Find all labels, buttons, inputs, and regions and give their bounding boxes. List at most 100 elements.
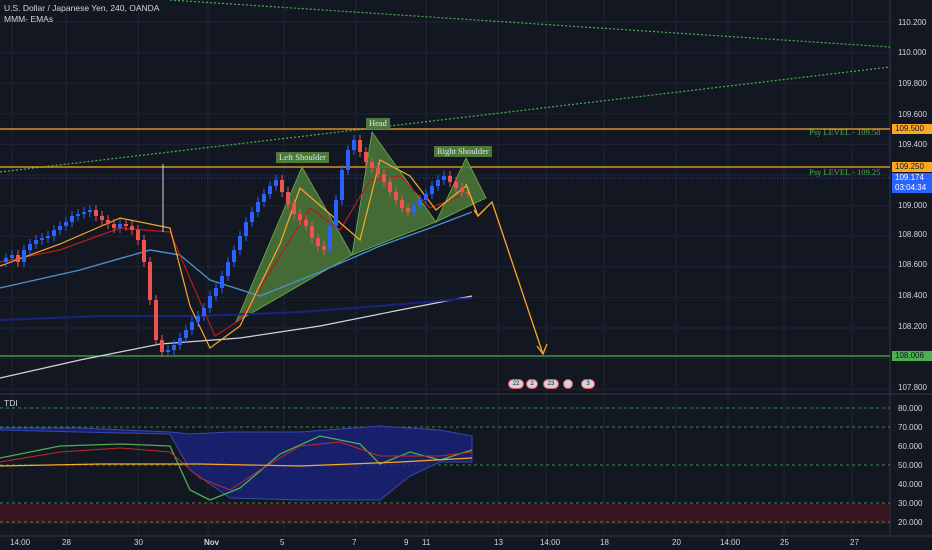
candle-body <box>100 216 104 220</box>
projection-path <box>465 183 544 355</box>
ema-long <box>0 297 473 321</box>
candle-body <box>4 258 8 262</box>
candle-body <box>406 208 410 212</box>
symbol-title: U.S. Dollar / Japanese Yen, 240, OANDA <box>4 3 160 13</box>
time-axis-label: 18 <box>600 538 609 547</box>
candle-body <box>448 176 452 182</box>
candle-body <box>226 262 230 276</box>
candle-body <box>232 250 236 262</box>
time-axis-label: 14:00 <box>540 538 561 547</box>
price-tag-109250: 109.250 <box>892 162 932 172</box>
time-axis-label: 25 <box>780 538 789 547</box>
time-axis-label: 11 <box>422 538 431 547</box>
projection-arrowhead <box>473 209 485 218</box>
candle-body <box>340 170 344 200</box>
price-axis-label: 108.200 <box>898 322 927 331</box>
current-price-tag: 109.174 <box>892 173 932 183</box>
event-badge[interactable]: 23 <box>543 379 559 389</box>
ema-slow <box>0 295 473 379</box>
candle-body <box>316 238 320 246</box>
ema-mid <box>0 211 473 297</box>
trade-signal-line <box>0 441 473 491</box>
candle-body <box>220 276 224 288</box>
projection-arrowhead <box>536 343 548 356</box>
candle-body <box>358 140 362 152</box>
candle-body <box>142 240 146 262</box>
osc-axis-label: 70.000 <box>898 423 923 432</box>
left-shoulder-label: Left Shoulder <box>276 152 329 163</box>
tdi-indicator-title[interactable]: TDI <box>4 398 18 408</box>
candle-body <box>124 224 128 226</box>
candle-body <box>184 330 188 338</box>
time-axis-label: 14:00 <box>10 538 31 547</box>
candle-body <box>28 244 32 250</box>
candle-body <box>286 192 290 204</box>
psy-level-upper-label: Psy LEVEL - 109.50 <box>809 127 881 137</box>
candle-body <box>202 308 206 316</box>
candle-body <box>262 194 266 202</box>
indicator-label[interactable]: MMM- EMAs <box>4 14 54 24</box>
event-flag-icon[interactable] <box>563 379 573 389</box>
candle-body <box>376 168 380 174</box>
price-axis-label: 109.800 <box>898 79 927 88</box>
osc-axis-label: 80.000 <box>898 404 923 413</box>
candle-body <box>430 186 434 194</box>
time-axis-label: Nov <box>204 538 220 547</box>
event-badge[interactable]: 2 <box>526 379 538 389</box>
event-badge[interactable]: 22 <box>508 379 524 389</box>
candle-body <box>64 222 68 226</box>
event-badge[interactable]: 3 <box>581 379 595 389</box>
time-axis-label: 5 <box>280 538 285 547</box>
economic-events-strip[interactable]: 22 2 23 3 <box>501 378 599 390</box>
time-axis-label: 30 <box>134 538 143 547</box>
candle-body <box>436 180 440 186</box>
candle-body <box>412 206 416 212</box>
candle-body <box>256 202 260 212</box>
candle-body <box>148 262 152 300</box>
candle-body <box>178 338 182 345</box>
candle-body <box>244 222 248 236</box>
candle-body <box>172 345 176 350</box>
head-label: Head <box>366 118 390 129</box>
candle-body <box>334 200 338 226</box>
osc-axis-label: 60.000 <box>898 442 923 451</box>
psy-level-lower-label: Psy LEVEL - 109.25 <box>809 167 881 177</box>
price-axis-label: 110.000 <box>898 48 927 57</box>
candle-body <box>424 194 428 200</box>
osc-axis-label: 40.000 <box>898 480 923 489</box>
candle-body <box>208 296 212 308</box>
candle-body <box>160 340 164 352</box>
candle-body <box>16 255 20 262</box>
candle-body <box>58 226 62 230</box>
price-tag-109500: 109.500 <box>892 124 932 134</box>
right-shoulder-label: Right Shoulder <box>434 146 492 157</box>
candle-body <box>292 204 296 214</box>
candle-body <box>352 140 356 150</box>
candle-body <box>394 192 398 200</box>
candle-body <box>190 322 194 330</box>
ema-fastest <box>0 159 467 349</box>
rsi-price-line <box>0 435 473 501</box>
price-axis-label: 109.400 <box>898 140 927 149</box>
candle-body <box>118 224 122 228</box>
price-axis-label: 108.600 <box>898 260 927 269</box>
candle-body <box>46 236 50 238</box>
time-axis-label: 27 <box>850 538 859 547</box>
bar-countdown-tag: 03:04:34 <box>892 183 932 193</box>
price-axis-label: 108.800 <box>898 230 927 239</box>
osc-axis-label: 20.000 <box>898 518 923 527</box>
candle-body <box>112 224 116 228</box>
candle-body <box>154 300 158 340</box>
candle-body <box>382 174 386 182</box>
candle-body <box>280 180 284 192</box>
time-axis-label: 20 <box>672 538 681 547</box>
candle-body <box>52 230 56 236</box>
candle-body <box>346 150 350 170</box>
osc-axis-label: 30.000 <box>898 499 923 508</box>
time-axis-label: 7 <box>352 538 357 547</box>
candle-body <box>130 226 134 230</box>
price-tag-108006: 108.006 <box>892 351 932 361</box>
candle-body <box>136 230 140 240</box>
